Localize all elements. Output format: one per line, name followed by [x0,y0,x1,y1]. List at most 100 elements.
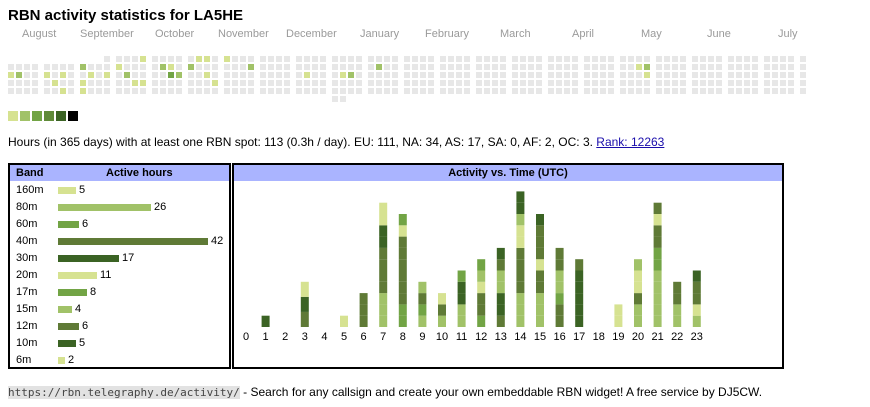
heatmap-day-cell[interactable] [448,72,454,78]
heatmap-day-cell[interactable] [204,56,210,62]
heatmap-day-cell[interactable] [332,64,338,70]
heatmap-day-cell[interactable] [384,88,390,94]
heatmap-day-cell[interactable] [80,64,86,70]
heatmap-day-cell[interactable] [420,80,426,86]
heatmap-day-cell[interactable] [728,72,734,78]
heatmap-day-cell[interactable] [608,80,614,86]
heatmap-day-cell[interactable] [368,64,374,70]
heatmap-day-cell[interactable] [592,80,598,86]
heatmap-day-cell[interactable] [456,88,462,94]
heatmap-day-cell[interactable] [60,64,66,70]
heatmap-day-cell[interactable] [8,72,14,78]
heatmap-day-cell[interactable] [548,80,554,86]
heatmap-day-cell[interactable] [52,80,58,86]
heatmap-day-cell[interactable] [556,80,562,86]
heatmap-day-cell[interactable] [320,56,326,62]
heatmap-day-cell[interactable] [140,80,146,86]
heatmap-day-cell[interactable] [404,80,410,86]
heatmap-day-cell[interactable] [412,72,418,78]
heatmap-day-cell[interactable] [780,64,786,70]
heatmap-day-cell[interactable] [320,64,326,70]
heatmap-day-cell[interactable] [448,80,454,86]
heatmap-day-cell[interactable] [32,64,38,70]
heatmap-day-cell[interactable] [368,56,374,62]
heatmap-day-cell[interactable] [492,80,498,86]
heatmap-day-cell[interactable] [392,80,398,86]
heatmap-day-cell[interactable] [528,80,534,86]
heatmap-day-cell[interactable] [512,72,518,78]
heatmap-day-cell[interactable] [744,88,750,94]
heatmap-day-cell[interactable] [700,80,706,86]
heatmap-day-cell[interactable] [628,88,634,94]
heatmap-day-cell[interactable] [320,88,326,94]
rank-link[interactable]: Rank: 12263 [596,135,665,149]
heatmap-day-cell[interactable] [152,80,158,86]
heatmap-day-cell[interactable] [680,72,686,78]
heatmap-day-cell[interactable] [492,72,498,78]
heatmap-day-cell[interactable] [132,56,138,62]
heatmap-day-cell[interactable] [772,72,778,78]
heatmap-day-cell[interactable] [600,80,606,86]
heatmap-day-cell[interactable] [428,80,434,86]
heatmap-day-cell[interactable] [608,88,614,94]
heatmap-day-cell[interactable] [708,64,714,70]
heatmap-day-cell[interactable] [368,72,374,78]
heatmap-day-cell[interactable] [104,56,110,62]
heatmap-day-cell[interactable] [440,56,446,62]
heatmap-day-cell[interactable] [176,64,182,70]
heatmap-day-cell[interactable] [744,72,750,78]
heatmap-day-cell[interactable] [356,80,362,86]
heatmap-day-cell[interactable] [484,56,490,62]
heatmap-day-cell[interactable] [716,56,722,62]
heatmap-day-cell[interactable] [240,88,246,94]
heatmap-day-cell[interactable] [384,56,390,62]
heatmap-day-cell[interactable] [340,88,346,94]
heatmap-day-cell[interactable] [52,64,58,70]
heatmap-day-cell[interactable] [456,80,462,86]
heatmap-day-cell[interactable] [356,64,362,70]
heatmap-day-cell[interactable] [464,56,470,62]
heatmap-day-cell[interactable] [404,56,410,62]
heatmap-day-cell[interactable] [592,64,598,70]
heatmap-day-cell[interactable] [428,88,434,94]
heatmap-day-cell[interactable] [456,64,462,70]
heatmap-day-cell[interactable] [152,56,158,62]
heatmap-day-cell[interactable] [392,72,398,78]
heatmap-day-cell[interactable] [384,64,390,70]
heatmap-day-cell[interactable] [584,72,590,78]
heatmap-day-cell[interactable] [268,72,274,78]
heatmap-day-cell[interactable] [284,64,290,70]
heatmap-day-cell[interactable] [628,56,634,62]
heatmap-day-cell[interactable] [608,56,614,62]
heatmap-day-cell[interactable] [404,88,410,94]
heatmap-day-cell[interactable] [348,80,354,86]
heatmap-day-cell[interactable] [160,56,166,62]
heatmap-day-cell[interactable] [168,64,174,70]
heatmap-day-cell[interactable] [512,56,518,62]
heatmap-day-cell[interactable] [348,88,354,94]
heatmap-day-cell[interactable] [320,80,326,86]
heatmap-day-cell[interactable] [80,72,86,78]
heatmap-day-cell[interactable] [664,80,670,86]
heatmap-day-cell[interactable] [412,64,418,70]
heatmap-day-cell[interactable] [664,72,670,78]
heatmap-day-cell[interactable] [572,88,578,94]
heatmap-day-cell[interactable] [60,80,66,86]
heatmap-day-cell[interactable] [348,72,354,78]
heatmap-day-cell[interactable] [268,56,274,62]
heatmap-day-cell[interactable] [312,80,318,86]
heatmap-day-cell[interactable] [176,88,182,94]
heatmap-day-cell[interactable] [224,88,230,94]
heatmap-day-cell[interactable] [268,80,274,86]
heatmap-day-cell[interactable] [476,64,482,70]
heatmap-day-cell[interactable] [96,88,102,94]
heatmap-day-cell[interactable] [548,64,554,70]
heatmap-day-cell[interactable] [312,56,318,62]
heatmap-day-cell[interactable] [104,72,110,78]
heatmap-day-cell[interactable] [44,88,50,94]
heatmap-day-cell[interactable] [212,80,218,86]
heatmap-day-cell[interactable] [536,88,542,94]
heatmap-day-cell[interactable] [500,80,506,86]
heatmap-day-cell[interactable] [312,72,318,78]
heatmap-day-cell[interactable] [680,56,686,62]
